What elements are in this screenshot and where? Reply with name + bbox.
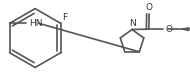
Text: F: F [62,13,67,22]
Text: O: O [165,25,172,34]
Text: HN: HN [29,19,43,28]
Text: N: N [129,19,135,28]
Text: O: O [146,3,153,12]
